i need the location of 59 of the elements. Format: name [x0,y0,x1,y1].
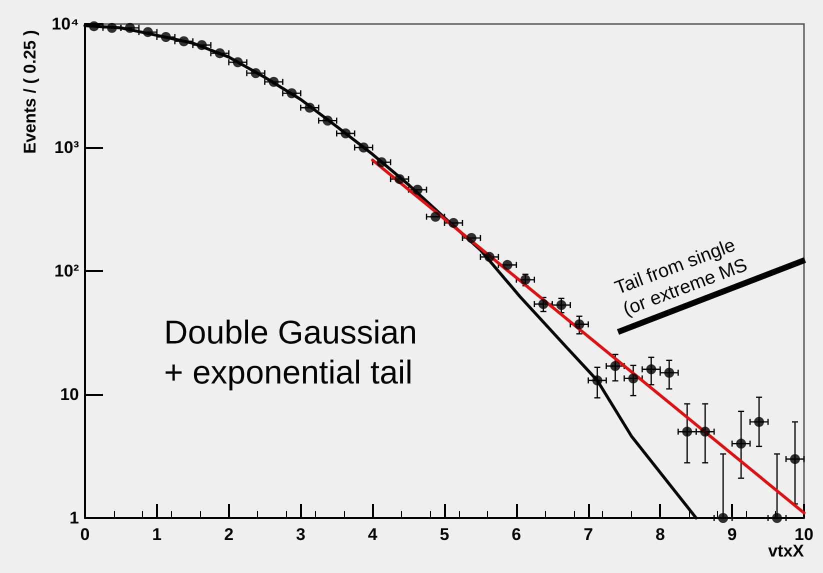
point [700,426,710,437]
point [232,57,243,68]
y-tick-label: 10⁴ [52,14,79,34]
point [736,438,746,449]
point [250,68,261,78]
point [448,218,458,228]
point [556,300,566,310]
x-tick-label: 1 [152,525,162,544]
point [682,426,692,437]
x-tick-label: 3 [296,525,306,544]
point [124,22,135,33]
point [610,361,620,372]
x-tick-label: 0 [80,525,90,544]
point [196,40,207,50]
point [502,260,512,270]
point [106,22,117,33]
x-tick-label: 2 [224,525,234,544]
point [412,184,423,195]
point [89,21,99,32]
point [394,174,405,184]
y-axis-title: Events / ( 0.25 ) [20,30,40,154]
point [772,513,782,523]
annotation: Tail from single (or extreme MS [612,234,750,320]
y-tick-label: 10³ [54,138,80,157]
point [286,88,297,98]
annotation: Double Gaussian + exponential tail [164,314,418,390]
point [142,27,153,38]
x-tick-label: 4 [368,525,378,544]
point [466,233,476,243]
x-tick-label: 5 [440,525,450,544]
x-tick-label: 9 [727,525,737,544]
y-tick-label: 10² [54,262,80,280]
point [790,454,800,464]
point [430,212,441,222]
point [322,116,333,126]
point [268,76,279,87]
y-tick-label: 1 [70,508,79,528]
point [718,513,728,523]
point [160,32,171,42]
x-tick-label: 8 [655,525,665,544]
x-axis-title: vtxX [768,542,805,560]
point [214,48,225,58]
x-tick-label: 10 [794,525,814,544]
y-tick-label: 10 [60,385,79,404]
point [358,142,369,152]
x-tick-label: 7 [584,525,594,544]
point [664,368,674,378]
point [376,157,387,168]
point [574,319,584,330]
point [340,128,351,138]
point [304,102,315,113]
x-tick-label: 6 [512,525,522,544]
point [538,299,548,310]
point [484,252,494,262]
point [178,36,189,46]
point [646,364,656,374]
point [628,373,638,384]
point [592,375,602,386]
point [754,416,764,427]
